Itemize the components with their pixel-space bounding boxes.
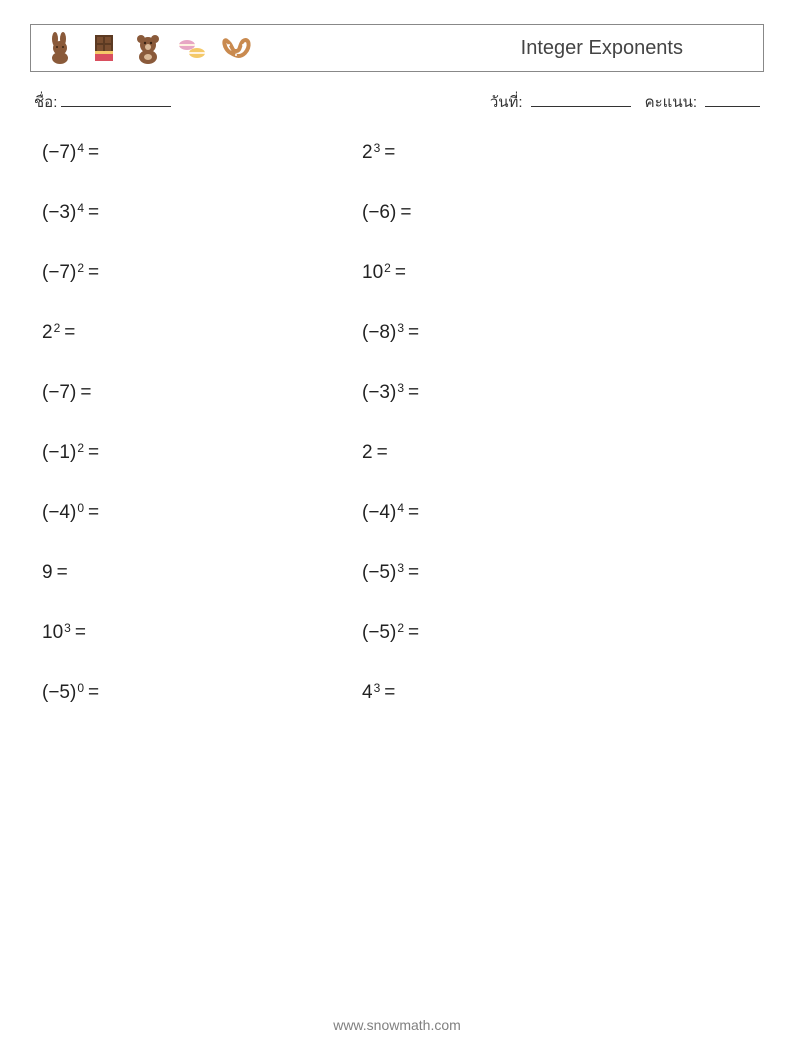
problem-cell: (−4)4 = xyxy=(362,502,682,526)
equals-sign: = xyxy=(408,502,419,524)
problem-base: (−7) xyxy=(42,142,76,164)
equals-sign: = xyxy=(377,442,388,464)
problems-grid: (−7)4 =23 =(−3)4 =(−6) =(−7)2 =102 =22 =… xyxy=(30,142,764,706)
header-box: Integer Exponents xyxy=(30,24,764,72)
problem-base: (−8) xyxy=(362,322,396,344)
problem-base: (−5) xyxy=(42,682,76,704)
worksheet-title: Integer Exponents xyxy=(521,37,683,60)
problem-cell: 2 = xyxy=(362,442,682,466)
rabbit-icon xyxy=(43,31,77,65)
problem-base: (−6) xyxy=(362,202,396,224)
equals-sign: = xyxy=(75,622,86,644)
problem-base: (−5) xyxy=(362,622,396,644)
problem-exponent: 4 xyxy=(397,501,404,515)
problem-base: 4 xyxy=(362,682,373,704)
problem-base: 10 xyxy=(362,262,383,284)
pretzel-icon xyxy=(219,31,253,65)
date-blank[interactable] xyxy=(531,93,631,107)
problem-cell: (−3)3 = xyxy=(362,382,682,406)
equals-sign: = xyxy=(88,142,99,164)
problem-exponent: 0 xyxy=(77,501,84,515)
equals-sign: = xyxy=(408,562,419,584)
header-icons xyxy=(43,31,253,65)
problem-cell: (−6) = xyxy=(362,202,682,226)
equals-sign: = xyxy=(400,202,411,224)
problem-cell: 102 = xyxy=(362,262,682,286)
problem-base: (−5) xyxy=(362,562,396,584)
problem-cell: (−8)3 = xyxy=(362,322,682,346)
problem-exponent: 3 xyxy=(374,681,381,695)
problem-cell: (−5)3 = xyxy=(362,562,682,586)
equals-sign: = xyxy=(408,322,419,344)
score-blank[interactable] xyxy=(705,93,760,107)
problem-base: (−7) xyxy=(42,262,76,284)
problem-base: (−4) xyxy=(362,502,396,524)
macarons-icon xyxy=(175,31,209,65)
problem-exponent: 4 xyxy=(77,201,84,215)
problem-base: 2 xyxy=(362,142,373,164)
equals-sign: = xyxy=(88,202,99,224)
score-label: คะแนน: xyxy=(645,90,697,114)
problem-exponent: 2 xyxy=(77,261,84,275)
equals-sign: = xyxy=(57,562,68,584)
equals-sign: = xyxy=(88,682,99,704)
problem-exponent: 2 xyxy=(397,621,404,635)
problem-exponent: 3 xyxy=(374,141,381,155)
problem-cell: 23 = xyxy=(362,142,682,166)
problem-base: (−3) xyxy=(42,202,76,224)
problem-exponent: 2 xyxy=(54,321,61,335)
problem-exponent: 3 xyxy=(397,561,404,575)
problem-cell: 9 = xyxy=(42,562,362,586)
problem-cell: (−7) = xyxy=(42,382,362,406)
footer-url: www.snowmath.com xyxy=(0,1017,794,1033)
problem-cell: (−5)0 = xyxy=(42,682,362,706)
equals-sign: = xyxy=(384,682,395,704)
problem-base: 2 xyxy=(362,442,373,464)
problem-cell: (−3)4 = xyxy=(42,202,362,226)
problem-exponent: 3 xyxy=(397,381,404,395)
problem-base: (−7) xyxy=(42,382,76,404)
problem-cell: 43 = xyxy=(362,682,682,706)
problem-cell: (−5)2 = xyxy=(362,622,682,646)
equals-sign: = xyxy=(408,382,419,404)
equals-sign: = xyxy=(64,322,75,344)
name-field: ชื่อ: xyxy=(34,90,171,114)
problem-base: (−3) xyxy=(362,382,396,404)
chocolate-icon xyxy=(87,31,121,65)
problem-exponent: 0 xyxy=(77,681,84,695)
equals-sign: = xyxy=(88,262,99,284)
equals-sign: = xyxy=(88,442,99,464)
equals-sign: = xyxy=(395,262,406,284)
problem-cell: (−4)0 = xyxy=(42,502,362,526)
problem-cell: (−7)4 = xyxy=(42,142,362,166)
name-label: ชื่อ: xyxy=(34,90,57,114)
problem-base: 2 xyxy=(42,322,53,344)
problem-base: (−1) xyxy=(42,442,76,464)
equals-sign: = xyxy=(408,622,419,644)
problem-base: 10 xyxy=(42,622,63,644)
problem-base: (−4) xyxy=(42,502,76,524)
equals-sign: = xyxy=(384,142,395,164)
problem-exponent: 2 xyxy=(384,261,391,275)
equals-sign: = xyxy=(88,502,99,524)
problem-exponent: 2 xyxy=(77,441,84,455)
teddy-bear-icon xyxy=(131,31,165,65)
problem-base: 9 xyxy=(42,562,53,584)
date-label: วันที่: xyxy=(490,90,523,114)
problem-cell: 103 = xyxy=(42,622,362,646)
problem-exponent: 3 xyxy=(397,321,404,335)
name-blank[interactable] xyxy=(61,93,171,107)
problem-exponent: 3 xyxy=(64,621,71,635)
problem-cell: (−7)2 = xyxy=(42,262,362,286)
problem-exponent: 4 xyxy=(77,141,84,155)
info-row: ชื่อ: วันที่: คะแนน: xyxy=(30,90,764,114)
problem-cell: 22 = xyxy=(42,322,362,346)
problem-cell: (−1)2 = xyxy=(42,442,362,466)
equals-sign: = xyxy=(80,382,91,404)
